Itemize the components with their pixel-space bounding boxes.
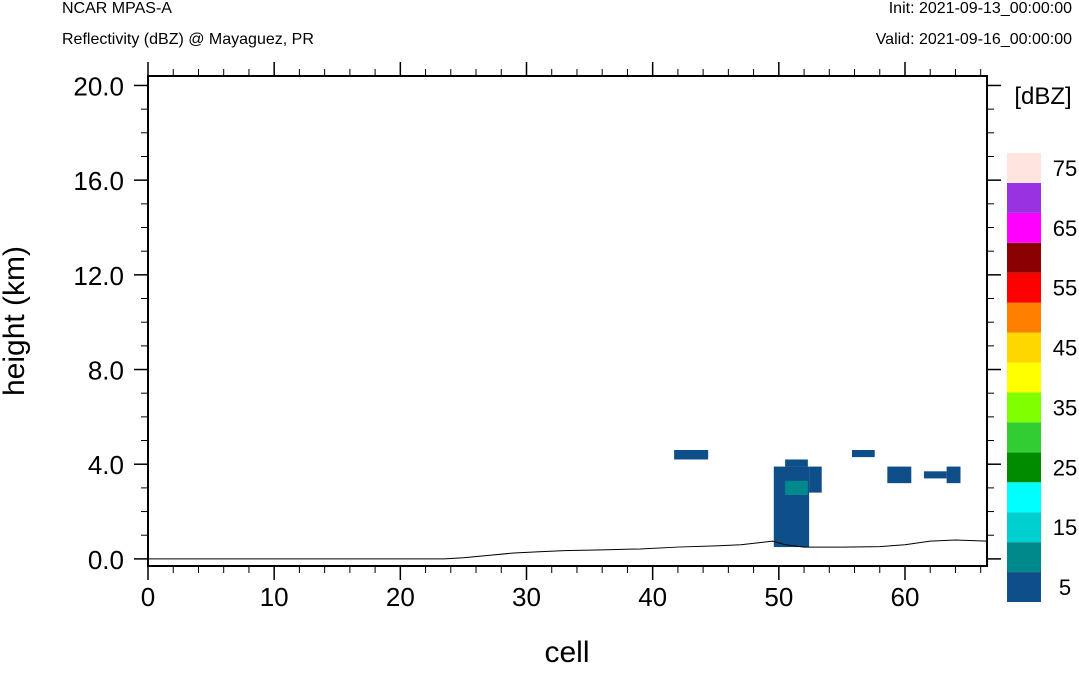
colorbar-segment-55 bbox=[1007, 272, 1041, 303]
y-tick-label: 16.0 bbox=[73, 166, 124, 196]
colorbar-segment-25 bbox=[1007, 452, 1041, 483]
model-title: NCAR MPAS-A bbox=[62, 0, 172, 17]
reflectivity-cell-6 bbox=[887, 466, 912, 484]
init-time: Init: 2021-09-13_00:00:00 bbox=[888, 0, 1072, 17]
x-tick-label: 0 bbox=[141, 582, 155, 612]
plot-subtitle: Reflectivity (dBZ) @ Mayaguez, PR bbox=[62, 31, 314, 48]
x-tick-label: 20 bbox=[386, 582, 415, 612]
terrain-line bbox=[148, 539, 988, 560]
colorbar-segment-75 bbox=[1007, 153, 1041, 183]
colorbar-label: 75 bbox=[1053, 156, 1077, 181]
reflectivity-cell-5 bbox=[852, 450, 875, 458]
reflectivity-cells bbox=[674, 450, 961, 548]
colorbar-segment-70 bbox=[1007, 182, 1041, 213]
colorbar-label: 55 bbox=[1053, 276, 1077, 301]
x-tick-label: 10 bbox=[260, 582, 289, 612]
colorbar-title: [dBZ] bbox=[1014, 83, 1071, 110]
x-axis-label: cell bbox=[544, 636, 589, 669]
x-tick-label: 60 bbox=[891, 582, 920, 612]
colorbar-segment-60 bbox=[1007, 242, 1041, 273]
colorbar-segment-50 bbox=[1007, 302, 1041, 333]
y-tick-label: 4.0 bbox=[88, 450, 124, 480]
colorbar: 5 15 25 35 45 55 65 75 bbox=[1007, 153, 1077, 602]
y-axis-ticks: 0.0 4.0 8.0 12.0 16.0 20.0 bbox=[73, 71, 1001, 575]
y-tick-label: 8.0 bbox=[88, 356, 124, 386]
reflectivity-cell-1 bbox=[773, 466, 810, 548]
y-tick-label: 0.0 bbox=[88, 545, 124, 575]
colorbar-segment-65 bbox=[1007, 212, 1041, 243]
reflectivity-cell-2 bbox=[785, 459, 808, 467]
x-tick-label: 30 bbox=[512, 582, 541, 612]
reflectivity-cell-3 bbox=[809, 466, 822, 493]
colorbar-segment-45 bbox=[1007, 332, 1041, 363]
valid-time: Valid: 2021-09-16_00:00:00 bbox=[875, 31, 1072, 48]
colorbar-label: 45 bbox=[1053, 336, 1077, 361]
colorbar-label: 5 bbox=[1059, 575, 1071, 600]
y-tick-label: 12.0 bbox=[73, 261, 124, 291]
colorbar-segment-30 bbox=[1007, 422, 1041, 453]
terrain-profile bbox=[148, 539, 988, 560]
colorbar-segment-10 bbox=[1007, 542, 1041, 573]
colorbar-segment-15 bbox=[1007, 512, 1041, 543]
reflectivity-cell-7 bbox=[923, 471, 947, 479]
colorbar-segment-35 bbox=[1007, 392, 1041, 423]
reflectivity-cell-4 bbox=[785, 480, 808, 495]
x-tick-label: 40 bbox=[638, 582, 667, 612]
colorbar-label: 35 bbox=[1053, 395, 1077, 420]
colorbar-segment-20 bbox=[1007, 482, 1041, 513]
colorbar-label: 65 bbox=[1053, 216, 1077, 241]
colorbar-label: 15 bbox=[1053, 515, 1077, 540]
plot-frame bbox=[147, 75, 988, 567]
x-axis-ticks: 0 10 20 30 40 50 60 bbox=[141, 62, 982, 612]
colorbar-label: 25 bbox=[1053, 455, 1077, 480]
colorbar-segment-40 bbox=[1007, 362, 1041, 393]
colorbar-segment-5 bbox=[1007, 572, 1041, 602]
y-axis-label: height (km) bbox=[0, 246, 31, 396]
x-tick-label: 50 bbox=[764, 582, 793, 612]
reflectivity-cell-8 bbox=[946, 466, 961, 484]
reflectivity-cell-0 bbox=[674, 450, 709, 460]
y-tick-label: 20.0 bbox=[73, 71, 124, 101]
